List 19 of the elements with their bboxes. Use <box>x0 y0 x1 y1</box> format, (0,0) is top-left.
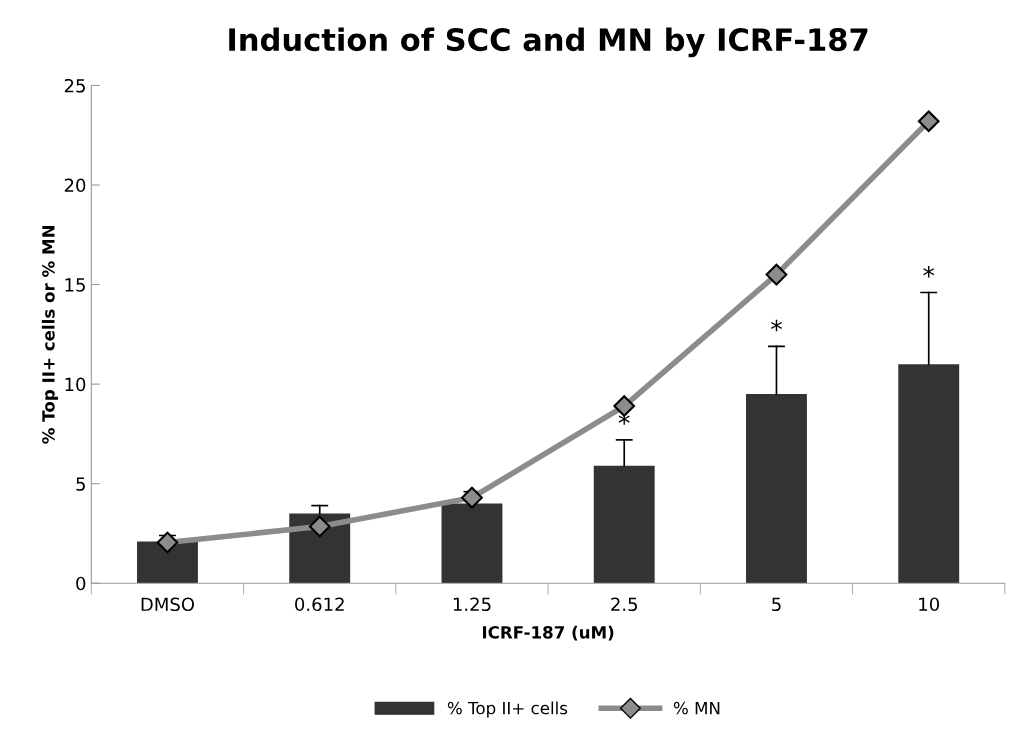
y-tick-label: 0 <box>76 576 86 591</box>
x-tick-label: 10 <box>919 597 940 612</box>
y-tick-label: 20 <box>64 178 86 193</box>
annotation: * <box>923 266 935 278</box>
x-tick-label: DMSO <box>141 597 195 612</box>
y-axis-title: % Top II+ cells or % MN <box>41 225 58 444</box>
y-tick-label: 5 <box>76 477 85 491</box>
x-tick-label: 5 <box>772 597 781 612</box>
x-tick-label: 2.5 <box>611 597 638 612</box>
y-tick-label: 15 <box>65 278 85 292</box>
legend-label: % Top II+ cells <box>447 701 568 718</box>
annotation: * <box>770 319 782 332</box>
chart-title: Induction of SCC and MN by ICRF-187 <box>229 27 868 58</box>
legend-label: % MN <box>673 701 720 715</box>
y-tick-label: 25 <box>64 78 85 93</box>
x-tick-label: 1.25 <box>453 597 491 612</box>
x-tick-label: 0.612 <box>295 597 344 612</box>
y-tick-label: 10 <box>65 377 86 392</box>
x-axis-title: ICRF-187 (uM) <box>482 625 614 641</box>
